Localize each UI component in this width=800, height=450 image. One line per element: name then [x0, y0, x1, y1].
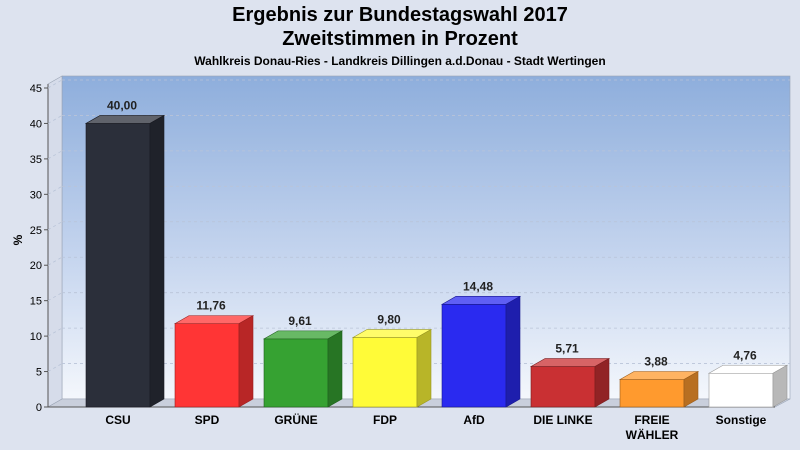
- bar-freie-wähler: [618, 370, 700, 408]
- value-label: 9,80: [377, 313, 401, 327]
- y-axis-label: %: [11, 234, 25, 245]
- bar-grüne: [262, 330, 344, 408]
- y-tick-label: 20: [30, 260, 42, 272]
- y-tick-label: 5: [36, 367, 42, 379]
- bar-spd: [173, 315, 255, 408]
- bar-fdp: [351, 329, 433, 408]
- chart-title: Ergebnis zur Bundestagswahl 2017: [232, 4, 568, 26]
- y-tick-label: 30: [30, 189, 42, 201]
- y-tick-label: 25: [30, 225, 42, 237]
- value-label: 40,00: [107, 98, 137, 112]
- chart-subtitle: Zweitstimmen in Prozent: [282, 28, 518, 50]
- x-tick-label: DIE LINKE: [533, 413, 592, 427]
- x-tick-label: Sonstige: [716, 413, 767, 427]
- bar-afd: [440, 295, 522, 408]
- bar-die-linke: [529, 358, 611, 408]
- x-tick-label: CSU: [105, 413, 130, 427]
- chart-region-subtitle: Wahlkreis Donau-Ries - Landkreis Dilling…: [194, 54, 606, 68]
- value-label: 3,88: [644, 354, 668, 368]
- value-label: 4,76: [733, 348, 757, 362]
- bar-csu: [84, 114, 166, 408]
- y-tick-label: 45: [30, 83, 42, 95]
- x-tick-label: FDP: [373, 413, 397, 427]
- x-tick-label: SPD: [195, 413, 220, 427]
- y-tick-label: 0: [36, 402, 42, 414]
- x-tick-label: FREIE WÄHLER: [626, 413, 679, 442]
- value-label: 5,71: [555, 342, 579, 356]
- value-label: 9,61: [288, 314, 312, 328]
- y-tick-label: 10: [30, 331, 42, 343]
- value-label: 14,48: [463, 279, 493, 293]
- y-tick-label: 15: [30, 296, 42, 308]
- x-tick-label: AfD: [463, 413, 485, 427]
- value-label: 11,76: [196, 299, 226, 313]
- y-tick-label: 40: [30, 118, 42, 130]
- y-tick-label: 35: [30, 154, 42, 166]
- x-tick-label: GRÜNE: [274, 412, 317, 427]
- bar-sonstige: [707, 364, 789, 408]
